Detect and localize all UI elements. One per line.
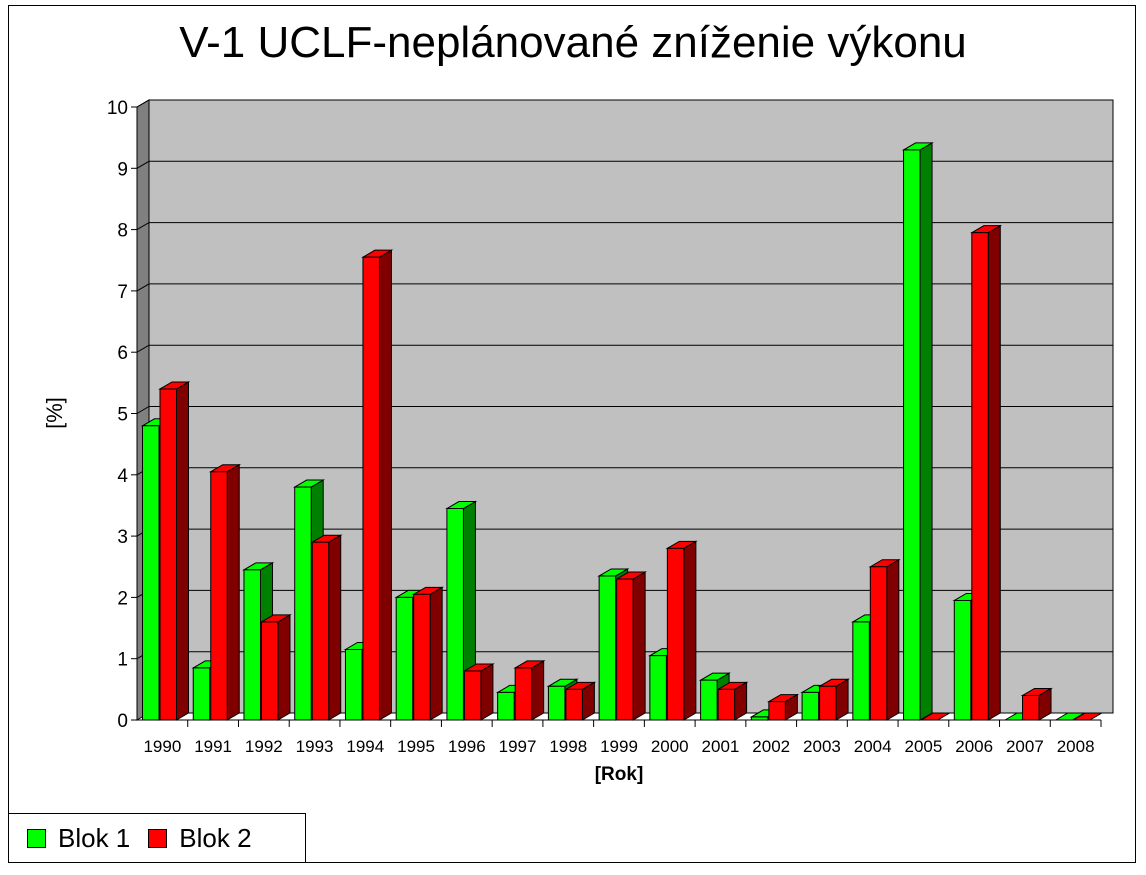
bar-side-blok-2: [531, 660, 545, 721]
bar-blok-1: [598, 575, 617, 721]
bar-top-blok-2: [919, 712, 952, 721]
bar-blok-1: [192, 667, 211, 721]
bar-blok-2: [1022, 694, 1040, 721]
bar-blok-2: [260, 621, 279, 721]
bar-side-blok-2: [987, 224, 1001, 721]
bar-blok-2: [768, 701, 786, 721]
y-tick-label: 0: [117, 711, 128, 732]
bar-side-blok-2: [226, 463, 240, 721]
y-tick-label: 7: [117, 282, 128, 303]
bar-blok-1: [750, 716, 769, 721]
bar-blok-1: [953, 599, 972, 721]
bar-blok-1: [649, 655, 667, 721]
gridline: [136, 406, 1113, 414]
legend-label-blok-1: Blok 1: [58, 822, 131, 853]
y-tick-label: 6: [117, 343, 128, 364]
bar-side-blok-2: [429, 586, 443, 721]
bar-blok-1: [801, 691, 820, 721]
chart-title: V-1 UCLF-neplánované zníženie výkonu: [179, 18, 967, 67]
legend: Blok 1 Blok 2: [8, 813, 306, 863]
bar-blok-2: [159, 388, 177, 721]
bar-side-blok-2: [378, 249, 392, 721]
bar-blok-2: [362, 256, 380, 721]
bar-side-blok-2: [328, 534, 342, 721]
bar-blok-1: [446, 508, 464, 721]
bar-blok-1: [497, 691, 515, 721]
bar-blok-1: [344, 649, 363, 721]
bar-side-blok-2: [176, 381, 189, 721]
x-tick-label: 1990: [143, 737, 181, 756]
bar-blok-1: [294, 486, 312, 721]
bar-side-blok-1: [919, 142, 933, 721]
bar-blok-1: [903, 149, 921, 721]
x-tick-label: 2007: [1006, 737, 1044, 756]
x-tick-label: 2006: [955, 737, 993, 756]
x-tick-label: 1991: [194, 737, 232, 756]
y-tick-label: 9: [117, 159, 128, 180]
x-tick-label: 2005: [905, 737, 943, 756]
x-tick-label: 1992: [245, 737, 283, 756]
bar-blok-2: [717, 688, 736, 721]
x-tick-label: 1993: [296, 737, 334, 756]
bar-side-blok-2: [632, 571, 646, 721]
x-tick-label: 1994: [346, 737, 384, 756]
bar-blok-2: [819, 685, 837, 721]
bar-blok-2: [971, 232, 989, 721]
bar-blok-1: [243, 569, 261, 721]
bar-blok-1: [395, 596, 414, 721]
y-tick-label: 10: [107, 98, 128, 119]
bar-blok-2: [616, 578, 634, 721]
bar-blok-2: [311, 541, 330, 721]
y-tick-label: 2: [117, 588, 128, 609]
bar-side-blok-2: [886, 558, 900, 721]
y-tick-label: 4: [117, 466, 128, 487]
bar-blok-1: [547, 685, 566, 721]
x-tick-label: 1997: [499, 737, 537, 756]
legend-swatch-blok-1: [27, 828, 46, 848]
x-tick-label: 1999: [600, 737, 638, 756]
bar-blok-2: [666, 547, 685, 721]
bar-blok-2: [514, 667, 533, 721]
bar-blok-2: [210, 471, 228, 721]
gridline: [136, 283, 1113, 292]
gridline: [136, 99, 1113, 108]
x-tick-label: 2008: [1057, 737, 1095, 756]
y-axis-title: [%]: [42, 397, 67, 429]
x-tick-label: 2002: [752, 737, 790, 756]
bar-blok-2: [413, 593, 431, 721]
x-tick-label: 1996: [448, 737, 486, 756]
bar-blok-1: [142, 425, 160, 721]
y-tick-label: 1: [117, 650, 128, 671]
bar-top-blok-1: [1053, 712, 1087, 721]
bar-blok-1: [852, 621, 870, 721]
y-tick-label: 8: [117, 221, 128, 242]
x-axis-title: [Rok]: [595, 764, 644, 785]
gridline: [136, 160, 1113, 169]
y-tick-label: 3: [117, 527, 128, 548]
bar-blok-2: [463, 670, 482, 721]
chart-frame: [8, 5, 1136, 863]
gridline: [136, 344, 1113, 353]
bar-blok-2: [869, 566, 888, 721]
x-tick-label: 2000: [651, 737, 689, 756]
bar-side-blok-2: [683, 540, 697, 721]
legend-swatch-blok-2: [148, 828, 168, 848]
x-tick-label: 1995: [397, 737, 435, 756]
legend-item-blok-1: Blok 1: [27, 823, 130, 854]
x-tick-label: 2003: [803, 737, 841, 756]
bar-blok-2: [565, 688, 583, 721]
x-tick-label: 2004: [854, 737, 892, 756]
bar-top-blok-2: [1071, 712, 1104, 721]
legend-item-blok-2: Blok 2: [148, 822, 252, 854]
bar-side-blok-2: [480, 663, 494, 721]
x-tick-label: 2001: [702, 737, 740, 756]
y-tick-label: 5: [117, 405, 128, 426]
x-tick-label: 1998: [549, 737, 587, 756]
gridline: [136, 222, 1113, 231]
bar-blok-1: [700, 679, 718, 721]
bar-side-blok-2: [277, 614, 291, 721]
legend-label-blok-2: Blok 2: [179, 822, 252, 853]
